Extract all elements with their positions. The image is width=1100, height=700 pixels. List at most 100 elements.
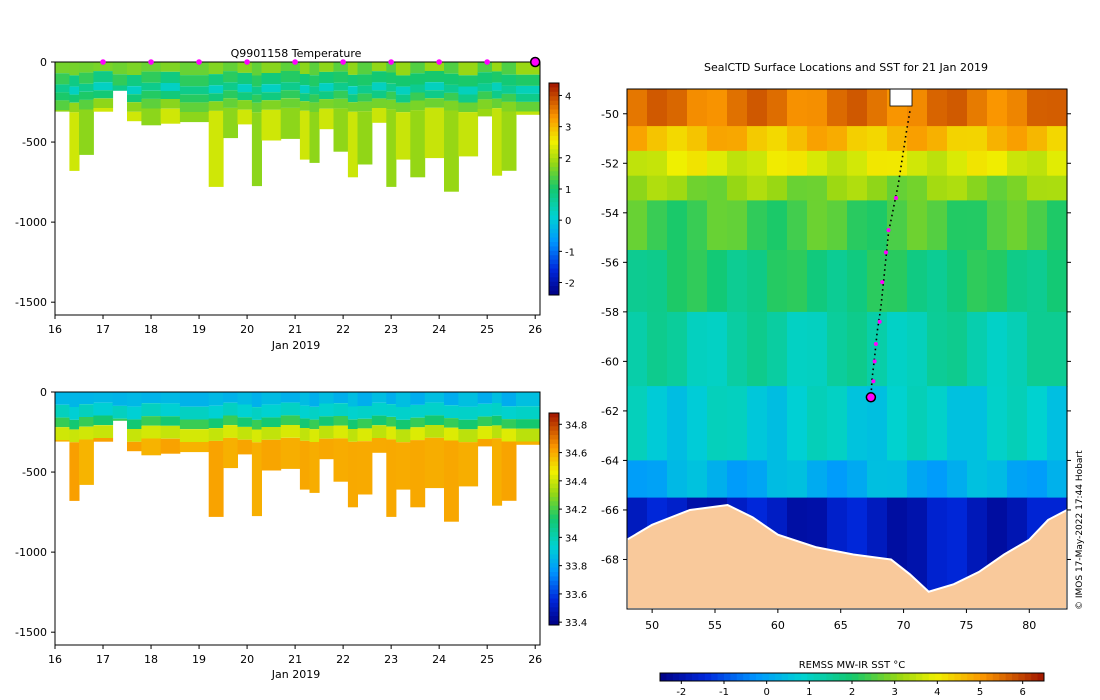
profile-column — [299, 392, 310, 490]
depth-layer-cell — [280, 62, 301, 71]
depth-layer-cell — [280, 90, 301, 99]
colorbar-swatch — [549, 158, 559, 163]
depth-layer-cell — [93, 82, 114, 91]
y-tick-label: -1000 — [15, 546, 47, 559]
depth-layer-cell — [79, 91, 94, 100]
colorbar-swatch — [549, 105, 559, 110]
y-tick-label: -500 — [22, 136, 47, 149]
depth-layer-cell — [395, 102, 411, 113]
depth-layer-cell — [444, 62, 459, 74]
depth-layer-cell — [261, 404, 282, 418]
depth-layer-cell — [160, 71, 181, 83]
depth-layer-cell — [55, 73, 70, 85]
depth-layer-cell — [179, 62, 210, 76]
profile-column — [309, 62, 320, 163]
depth-layer-cell — [223, 392, 238, 403]
sst-cell — [1027, 250, 1048, 313]
sst-cell — [987, 250, 1008, 313]
depth-layer-cell — [347, 429, 358, 442]
colorbar-swatch — [549, 589, 559, 595]
sst-cell — [707, 200, 728, 251]
colorbar-swatch — [549, 228, 559, 234]
depth-layer-cell — [261, 392, 282, 405]
sst-colorbar-swatch — [1024, 673, 1032, 681]
depth-layer-cell — [93, 108, 114, 112]
depth-layer-cell — [251, 392, 262, 408]
depth-layer-cell — [280, 82, 301, 91]
depth-layer-cell — [501, 93, 517, 102]
sst-cell — [867, 150, 888, 177]
depth-layer-cell — [395, 75, 411, 87]
sst-cell — [927, 386, 948, 461]
depth-layer-cell — [357, 74, 373, 86]
sst-cell — [667, 311, 688, 387]
depth-layer-cell — [261, 417, 282, 427]
sst-colorbar-swatch — [871, 673, 878, 681]
colorbar-swatch — [549, 616, 559, 621]
depth-layer-cell — [55, 92, 70, 101]
colorbar-swatch — [549, 87, 559, 93]
sst-colorbar-swatch — [916, 673, 923, 681]
sst-cell — [1007, 311, 1028, 387]
depth-layer-cell — [179, 392, 210, 407]
sst-cell — [867, 126, 888, 152]
sst-cell — [987, 89, 1008, 127]
y-tick-label: -1500 — [15, 626, 47, 639]
sst-colorbar-swatch — [788, 673, 795, 681]
lat-tick-label: -58 — [601, 306, 619, 319]
depth-layer-cell — [444, 100, 459, 111]
sst-colorbar-swatch — [800, 673, 808, 681]
track-profile-marker — [894, 195, 899, 200]
sst-cell — [967, 175, 988, 202]
sst-cell — [1027, 311, 1048, 387]
depth-layer-cell — [444, 405, 459, 419]
depth-layer-cell — [357, 62, 373, 75]
depth-layer-cell — [93, 90, 114, 99]
profile-column — [444, 62, 459, 192]
depth-layer-cell — [444, 427, 459, 441]
depth-layer-cell — [333, 98, 349, 109]
sst-cell — [987, 175, 1008, 202]
profile-column — [223, 62, 238, 139]
sst-cell — [627, 150, 648, 177]
depth-layer-cell — [280, 98, 301, 108]
depth-layer-cell — [492, 438, 503, 506]
depth-layer-cell — [424, 71, 445, 83]
sst-colorbar-tick-label: 3 — [891, 687, 897, 698]
colorbar-swatch — [549, 136, 559, 141]
depth-layer-cell — [261, 439, 282, 471]
profile-column — [141, 392, 162, 456]
depth-layer-cell — [371, 415, 387, 426]
sst-colorbar-swatch — [884, 673, 891, 681]
depth-layer-cell — [424, 437, 445, 489]
profile-column — [69, 62, 80, 171]
sst-colorbar-swatch — [698, 673, 706, 681]
depth-layer-cell — [386, 109, 397, 187]
depth-layer-cell — [347, 406, 358, 420]
colorbar-swatch — [549, 585, 559, 591]
colorbar-swatch — [549, 122, 559, 128]
sst-cell — [847, 311, 868, 387]
colorbar-swatch — [549, 91, 559, 97]
depth-layer-cell — [444, 440, 459, 522]
depth-layer-cell — [492, 71, 503, 83]
profile-column — [492, 62, 503, 176]
colorbar-swatch — [549, 140, 559, 146]
sst-cell — [987, 460, 1008, 499]
depth-layer-cell — [477, 99, 493, 109]
depth-layer-cell — [410, 404, 426, 418]
sst-cell — [787, 89, 808, 127]
sst-colorbar-swatch — [967, 673, 974, 681]
sst-cell — [807, 250, 828, 313]
depth-layer-cell — [458, 419, 479, 430]
sst-cell — [1007, 150, 1028, 177]
colorbar-swatch — [549, 563, 559, 568]
colorbar-swatch — [549, 527, 559, 533]
depth-layer-cell — [299, 392, 310, 406]
depth-layer-cell — [237, 72, 253, 85]
colorbar-tick-label: 33.4 — [565, 618, 587, 629]
profile-column — [309, 392, 320, 493]
depth-layer-cell — [319, 83, 334, 92]
sst-colorbar-swatch — [877, 673, 885, 681]
colorbar-tick-label: 33.6 — [565, 590, 587, 601]
